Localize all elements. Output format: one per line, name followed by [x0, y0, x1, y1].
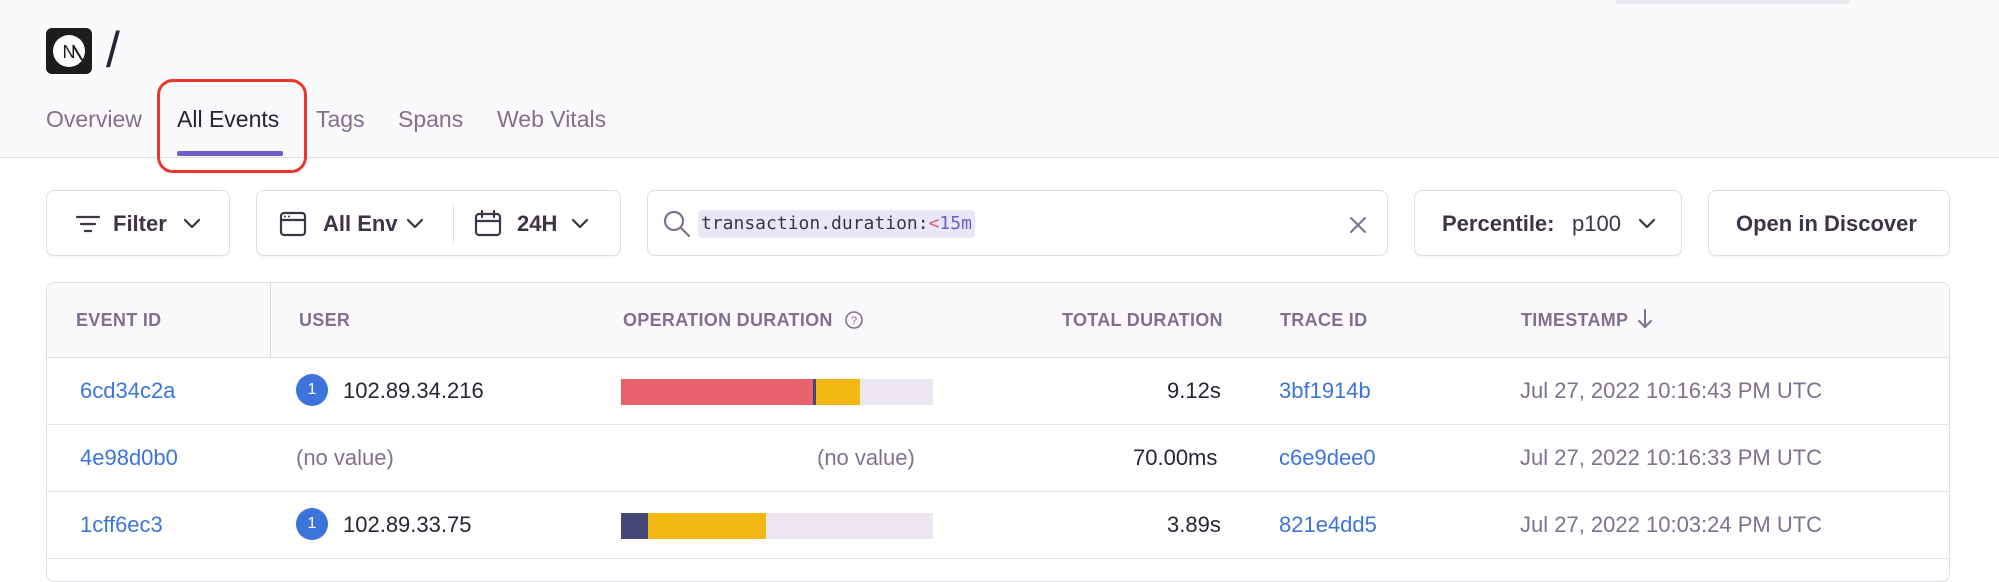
svg-text:?: ?: [851, 315, 857, 327]
filter-label: Filter: [113, 211, 167, 236]
arrow-down-icon[interactable]: [1636, 308, 1654, 330]
top-bar-handle: [1615, 0, 1850, 4]
operation-duration-bar[interactable]: [621, 379, 933, 405]
trace-id-link[interactable]: 821e4dd5: [1279, 512, 1377, 537]
timestamp-value: Jul 27, 2022 10:16:43 PM UTC: [1520, 378, 1823, 403]
open-in-discover-label: Open in Discover: [1736, 211, 1917, 236]
header-event-id[interactable]: EVENT ID: [76, 310, 162, 330]
operation-duration-value: (no value): [817, 445, 915, 470]
header-timestamp[interactable]: TIMESTAMP: [1521, 310, 1629, 330]
window-icon: [279, 211, 307, 237]
event-id-link[interactable]: 1cff6ec3: [80, 512, 163, 537]
operation-segment-browser[interactable]: [621, 513, 648, 539]
column-divider: [270, 283, 271, 357]
chevron-down-icon: [571, 218, 589, 229]
timestamp-value: Jul 27, 2022 10:03:24 PM UTC: [1520, 512, 1823, 537]
search-query-token[interactable]: transaction.duration:<15m: [698, 210, 975, 238]
filter-icon: [75, 215, 101, 233]
chevron-down-icon: [1638, 218, 1656, 229]
trace-id-link[interactable]: c6e9dee0: [1279, 445, 1376, 470]
selector-divider: [453, 205, 454, 243]
operation-duration-bar[interactable]: [621, 513, 933, 539]
chevron-down-icon: [183, 218, 201, 229]
event-id-link[interactable]: 6cd34c2a: [80, 378, 176, 403]
user-value: 102.89.33.75: [343, 512, 472, 537]
search-query-operator: <: [928, 213, 940, 234]
help-icon[interactable]: ?: [844, 310, 864, 330]
operation-segment-resource[interactable]: [647, 513, 767, 539]
trace-id-link[interactable]: 3bf1914b: [1279, 378, 1371, 403]
close-icon[interactable]: [1348, 215, 1368, 235]
operation-segment-browser[interactable]: [812, 379, 816, 405]
tab-web-vitals[interactable]: Web Vitals: [497, 106, 607, 132]
tab-spans[interactable]: Spans: [398, 106, 464, 132]
page-header: [0, 0, 1999, 158]
svg-text:N: N: [63, 42, 76, 62]
avatar: 1: [296, 374, 328, 406]
total-duration-value: 9.12s: [1167, 378, 1221, 403]
events-table: EVENT ID USER OPERATION DURATION ? TOTAL…: [46, 282, 1950, 582]
period-label: 24H: [517, 211, 558, 236]
page-title: /: [106, 22, 120, 78]
search-query-value: 15m: [939, 213, 972, 234]
chevron-down-icon: [406, 218, 424, 229]
total-duration-value: 70.00ms: [1133, 445, 1218, 470]
user-value: 102.89.34.216: [343, 378, 484, 403]
event-id-link[interactable]: 4e98d0b0: [80, 445, 178, 470]
tab-overview[interactable]: Overview: [46, 106, 142, 132]
header-trace-id[interactable]: TRACE ID: [1280, 310, 1368, 330]
open-in-discover-button[interactable]: Open in Discover: [1708, 190, 1950, 256]
operation-segment-http[interactable]: [621, 379, 813, 405]
tab-tags[interactable]: Tags: [316, 106, 365, 132]
table-row: 1cff6ec3 1 102.89.33.75 3.89s 821e4dd5 J…: [47, 491, 1949, 559]
period-selector[interactable]: 24H: [454, 191, 620, 255]
percentile-value: p100: [1572, 211, 1621, 236]
total-duration-value: 3.89s: [1167, 512, 1221, 537]
table-row: 6cd34c2a 1 102.89.34.216 9.12s 3bf1914b …: [47, 357, 1949, 425]
table-header: EVENT ID USER OPERATION DURATION ? TOTAL…: [47, 283, 1949, 358]
env-label: All Env: [323, 211, 398, 236]
annotation-highlight: [157, 79, 307, 173]
percentile-selector[interactable]: Percentile: p100: [1414, 190, 1682, 256]
timestamp-value: Jul 27, 2022 10:16:33 PM UTC: [1520, 445, 1823, 470]
calendar-icon: [474, 209, 502, 237]
tab-all-events[interactable]: All Events: [177, 106, 280, 132]
table-row: 4e98d0b0 (no value) (no value) 70.00ms c…: [47, 424, 1949, 492]
operation-segment-resource[interactable]: [815, 379, 860, 405]
filter-button[interactable]: Filter: [46, 190, 230, 256]
header-total-duration[interactable]: TOTAL DURATION: [1062, 310, 1223, 330]
active-tab-indicator: [177, 151, 283, 156]
search-icon: [663, 210, 691, 238]
percentile-label: Percentile:: [1442, 211, 1555, 236]
avatar: 1: [296, 508, 328, 540]
user-value: (no value): [296, 445, 394, 470]
search-query-key: transaction.duration:: [701, 213, 929, 234]
header-operation-duration[interactable]: OPERATION DURATION: [623, 310, 833, 330]
env-period-selector: All Env 24H: [256, 190, 621, 256]
search-input[interactable]: transaction.duration:<15m: [647, 190, 1388, 256]
header-user[interactable]: USER: [299, 310, 351, 330]
env-selector[interactable]: All Env: [257, 191, 453, 255]
nextjs-logo-icon: N: [46, 28, 92, 74]
